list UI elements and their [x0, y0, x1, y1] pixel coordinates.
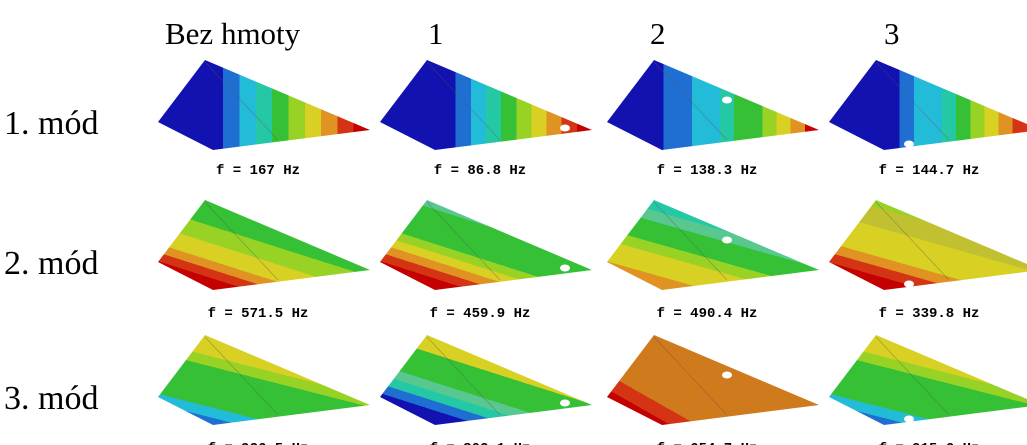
- added-mass: [560, 264, 570, 272]
- plate-edge: [653, 61, 728, 141]
- frequency-caption: f = 459.9 Hz: [430, 306, 531, 322]
- plate-edge: [204, 336, 279, 416]
- added-mass: [904, 415, 914, 423]
- plate-edge: [426, 336, 501, 416]
- mode-shape-plate: [158, 335, 370, 425]
- added-mass: [904, 140, 914, 148]
- column-header: Bez hmoty: [165, 16, 301, 51]
- plate-edge: [875, 201, 950, 281]
- row-label: 3. mód: [4, 380, 98, 417]
- mode-shape-plate: [829, 60, 1027, 150]
- plate-edge: [875, 61, 950, 141]
- mode-shape-plate: [607, 335, 819, 425]
- added-mass: [904, 280, 914, 288]
- mode-shape-plate: [829, 335, 1027, 425]
- plate-edge: [875, 336, 950, 416]
- added-mass: [722, 96, 732, 104]
- column-header: 3: [884, 16, 900, 51]
- added-mass: [722, 371, 732, 379]
- frequency-caption: f = 490.4 Hz: [657, 306, 758, 322]
- frequency-caption: f = 654.7 Hz: [657, 441, 758, 445]
- mode-shape-plate: [607, 200, 819, 290]
- plate-edge: [426, 201, 501, 281]
- frequency-caption: f = 571.5 Hz: [208, 306, 309, 322]
- frequency-caption: f = 926.5 Hz: [208, 441, 309, 445]
- frequency-caption: f = 339.8 Hz: [879, 306, 980, 322]
- frequency-caption: f = 144.7 Hz: [879, 163, 980, 179]
- frequency-caption: f = 802.1 Hz: [430, 441, 531, 445]
- added-mass: [560, 399, 570, 407]
- mode-shape-plate: [607, 60, 819, 150]
- plate-edge: [653, 201, 728, 281]
- mode-shape-plate: [380, 200, 592, 290]
- plate-edge: [204, 201, 279, 281]
- added-mass: [560, 124, 570, 132]
- mode-shape-plate: [158, 200, 370, 290]
- mode-shape-plate: [829, 200, 1027, 290]
- frequency-caption: f = 167 Hz: [216, 163, 300, 179]
- added-mass: [722, 236, 732, 244]
- frequency-caption: f = 915.6 Hz: [879, 441, 980, 445]
- frequency-caption: f = 138.3 Hz: [657, 163, 758, 179]
- row-label: 1. mód: [4, 105, 98, 142]
- mode-shape-plate: [380, 335, 592, 425]
- frequency-caption: f = 86.8 Hz: [434, 163, 526, 179]
- plate-edge: [653, 336, 728, 416]
- column-header: 1: [428, 16, 444, 51]
- column-header: 2: [650, 16, 666, 51]
- row-label: 2. mód: [4, 245, 98, 282]
- mode-shape-plate: [380, 60, 592, 150]
- plate-edge: [204, 61, 279, 141]
- mode-shape-plate: [158, 60, 370, 150]
- plate-edge: [426, 61, 501, 141]
